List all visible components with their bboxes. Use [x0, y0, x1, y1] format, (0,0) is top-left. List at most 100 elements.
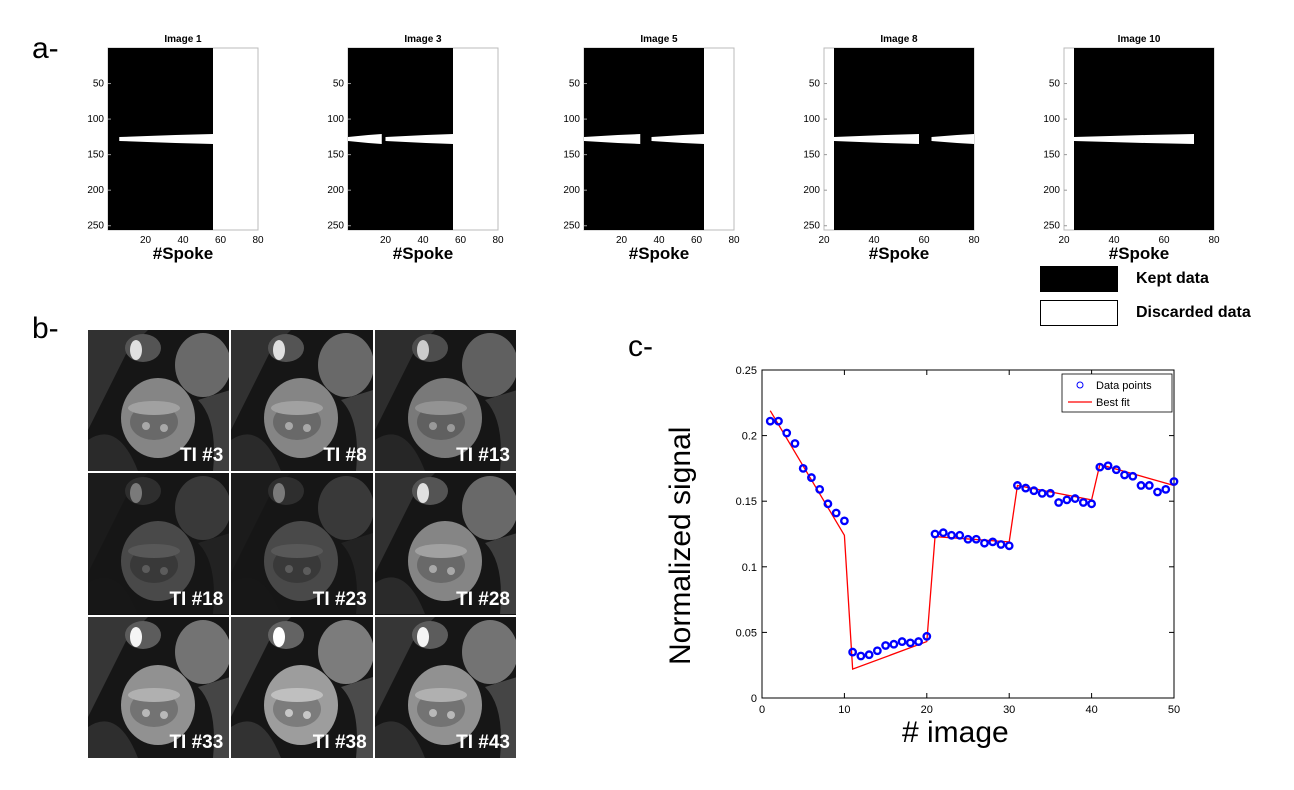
discarded-label: Discarded data: [1136, 304, 1251, 321]
data-point: [988, 537, 998, 547]
data-point: [1045, 488, 1055, 498]
mri-tile: TI #28: [374, 473, 516, 615]
mask-y-tick: 250: [327, 221, 344, 232]
mask-x-tick: 80: [492, 235, 504, 246]
mask-x-tick: 80: [968, 235, 980, 246]
data-point: [1013, 481, 1022, 490]
mask-plot-xlabel: #Spoke: [868, 244, 930, 263]
mri-image-grid: TI #3 TI #8 TI #13 TI #18 TI #23 TI #28 TI #33…: [88, 330, 516, 758]
mri-image: [88, 473, 230, 615]
data-point: [1078, 498, 1088, 507]
mri-image: [231, 473, 373, 615]
ti-label: TI #3: [180, 445, 224, 467]
mask-plot-title: Image 10: [1118, 34, 1161, 45]
mask-plot-xlabel: #Spoke: [392, 244, 454, 263]
discarded-band: [834, 134, 919, 144]
mask-x-tick: 40: [653, 235, 665, 246]
kept-label: Kept data: [1136, 270, 1209, 287]
mri-image: [374, 330, 516, 471]
data-point: [947, 530, 956, 540]
data-point: [1037, 488, 1047, 498]
data-point: [1087, 499, 1096, 509]
mask-y-tick: 200: [327, 185, 344, 196]
data-point: [914, 637, 923, 646]
data-point: [807, 473, 816, 482]
ti-label: TI #38: [312, 731, 367, 753]
legend-label-data-points: Data points: [1096, 380, 1152, 392]
mri-tile: TI #33: [88, 616, 230, 758]
mask-y-tick: 150: [563, 150, 580, 161]
mask-y-tick: 100: [563, 114, 580, 125]
mask-plot-title: Image 3: [404, 34, 442, 45]
mask-plot-svg: Image 8 50 100 150 200 250 20 40 60 80: [803, 34, 980, 246]
data-point: [856, 651, 866, 661]
legend-marker-data-points: [1076, 381, 1084, 389]
x-tick-label: 20: [921, 704, 933, 716]
data-point: [1103, 461, 1113, 471]
mri-image: [374, 473, 516, 615]
legend-discarded: Discarded data: [1040, 300, 1251, 326]
data-point: [1120, 470, 1129, 480]
mask-y-tick: 50: [93, 79, 105, 90]
mri-tile: TI #23: [231, 473, 373, 615]
data-point: [1136, 481, 1146, 490]
mask-y-tick: 250: [1043, 221, 1060, 232]
mask-plot-svg: Image 10 50 100 150 200 250 20 40 60 80: [1043, 34, 1220, 246]
mask-x-tick: 40: [177, 235, 189, 246]
data-point: [798, 464, 808, 473]
data-point: [889, 639, 899, 649]
mask-plot-svg: Image 5 50 100 150 200 250 20 40 60 80: [563, 34, 740, 246]
mask-y-tick: 150: [87, 150, 104, 161]
data-point: [831, 508, 841, 518]
mask-plot-xlabel: #Spoke: [152, 244, 214, 263]
mask-x-tick: 80: [1208, 235, 1220, 246]
signal-chart-svg: 0 0.05 0.1 0.15 0.2 0.25 0 10 20 30 40 50 Data point…: [736, 365, 1181, 716]
data-point: [963, 534, 973, 544]
discarded-band: [385, 134, 453, 144]
mri-image: [231, 616, 373, 758]
ti-label: TI #18: [169, 588, 224, 610]
ti-label: TI #28: [456, 588, 510, 610]
y-tick-label: 0.1: [742, 562, 757, 574]
mask-x-tick: 60: [455, 235, 467, 246]
mri-tile: TI #13: [374, 330, 516, 472]
mask-plot-5: Image 10 50 100 150 200 250 20 40 60 80 #Spoke: [1024, 30, 1224, 263]
chart-plot-area: [761, 369, 1175, 699]
mask-y-tick: 50: [569, 79, 581, 90]
y-tick-label: 0.25: [736, 365, 757, 377]
data-point: [848, 647, 858, 657]
mask-x-tick: 20: [1058, 235, 1070, 246]
mask-x-tick: 60: [918, 235, 930, 246]
mask-y-tick: 250: [563, 221, 580, 232]
panel-label-b: b-: [32, 312, 59, 345]
data-point: [1169, 477, 1179, 486]
panel-label-a: a-: [32, 32, 59, 65]
mask-x-tick: 20: [140, 235, 152, 246]
x-tick-label: 0: [759, 704, 765, 716]
mri-tile: TI #8: [231, 330, 373, 472]
data-point: [1021, 483, 1031, 493]
mask-x-tick: 40: [417, 235, 429, 246]
data-point: [996, 540, 1006, 549]
mask-plot-4: Image 8 50 100 150 200 250 20 40 60 80 #Spoke: [784, 30, 984, 263]
mask-y-tick: 50: [809, 79, 821, 90]
mask-y-tick: 200: [87, 185, 104, 196]
data-point: [1095, 462, 1105, 472]
data-point: [765, 416, 775, 426]
data-point: [930, 529, 940, 539]
data-point: [1004, 541, 1014, 551]
mask-y-tick: 100: [803, 114, 820, 125]
data-point: [1111, 465, 1121, 475]
mask-y-tick: 200: [563, 185, 580, 196]
data-point: [1070, 494, 1080, 503]
chart-xlabel: # image: [902, 716, 1009, 749]
mask-y-tick: 100: [87, 114, 104, 125]
data-point: [1054, 498, 1064, 507]
mask-plot-svg: Image 3 50 100 150 200 250 20 40 60 80: [327, 34, 504, 246]
x-tick-label: 10: [838, 704, 850, 716]
mask-x-tick: 20: [818, 235, 830, 246]
mask-y-tick: 100: [1043, 114, 1060, 125]
data-point: [938, 528, 948, 538]
mask-x-tick: 40: [868, 235, 880, 246]
mask-plot-2: Image 3 50 100 150 200 250 20 40 60 80 #Spoke: [308, 30, 508, 263]
